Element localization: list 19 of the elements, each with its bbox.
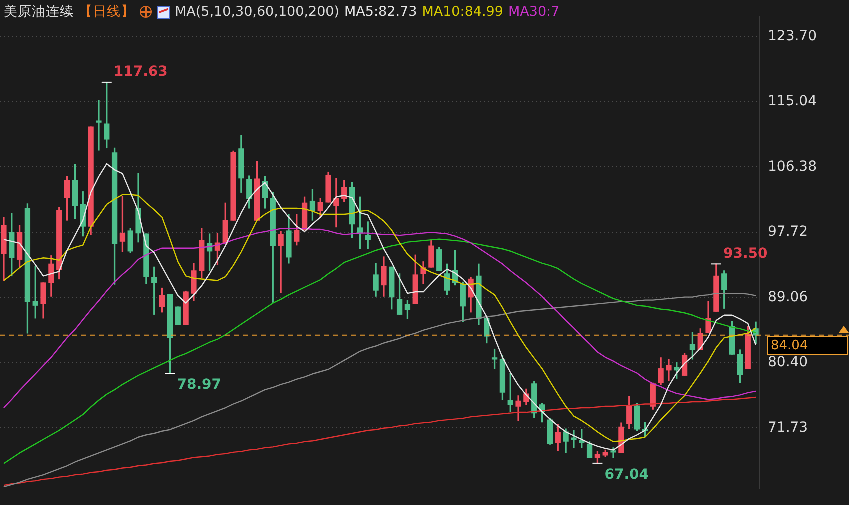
y-tick-label: 97.72 (768, 224, 808, 240)
annotation: 93.50 (723, 246, 768, 262)
annotation: 78.97 (177, 377, 222, 394)
y-tick-label: 80.40 (768, 354, 808, 370)
y-tick-label: 123.70 (768, 28, 817, 44)
annotation: 67.04 (604, 467, 650, 484)
text: MA10:84.99 (422, 4, 504, 20)
y-tick-label: 115.04 (768, 94, 818, 110)
annotation: 117.63 (114, 64, 168, 80)
text: MA30:7 (508, 4, 560, 20)
chart-subtitle: 【日线】 (79, 3, 135, 21)
candlestick (175, 306, 181, 326)
text: MA5:82.73 (344, 4, 418, 20)
y-tick-label: 89.06 (768, 289, 808, 306)
y-tick-label: 71.73 (768, 420, 808, 436)
y-tick-label: 106.38 (768, 158, 817, 175)
ref-line-label: 84.04 (771, 338, 808, 354)
chart-title: 美原油连续 (4, 3, 74, 21)
legend-title: MA(5,10,30,60,100,200) (175, 4, 340, 20)
